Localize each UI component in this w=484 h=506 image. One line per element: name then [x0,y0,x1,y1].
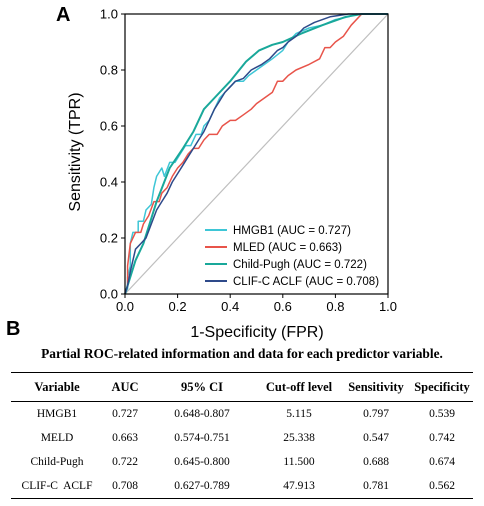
table-cell: 0.742 [429,432,455,444]
table-cell: 5.115 [286,408,312,420]
table-cell: 0.648-0.807 [174,408,230,420]
legend-label-3: CLIF-C ACLF (AUC = 0.708) [233,276,379,288]
panel-a-label: A [56,4,71,26]
table-cell: Child-Pugh [30,456,84,468]
y-tick-label: 0.2 [100,231,118,246]
table-cell: 0.674 [429,456,455,468]
legend-label-0: HMGB1 (AUC = 0.727) [233,225,351,237]
table-cell: 0.574-0.751 [174,432,230,444]
x-tick-label: 0.2 [169,299,187,314]
roc-curve-3 [124,13,388,295]
y-tick-label: 1.0 [100,7,118,22]
y-tick-label: 0.4 [100,175,118,190]
table-cell: 0.797 [363,408,389,420]
plot-area: 0.0 0.2 0.4 0.6 0.8 1.0 0.0 0.2 0.4 0.6 0.8 1.0 HMGB… [100,7,397,315]
header-cell: Cut-off level [257,372,341,402]
x-tick-label: 1.0 [379,299,397,314]
header-cell: Variable [11,372,103,402]
x-tick-label: 0.0 [116,299,134,314]
table-cell: HMGB1 [36,408,78,420]
table-cell: MELD [40,432,74,444]
table-header-row: Variable AUC 95% CI Cut-off level Sensit… [11,372,473,402]
x-tick-label: 0.8 [326,299,344,314]
header-cell: AUC [103,372,147,402]
table-cell: 47.913 [257,474,341,499]
table-cell: 0.708 [103,474,147,499]
table-cell: 0.562 [411,474,473,499]
table-cell: 0.727 [112,408,138,420]
table-title: Partial ROC-related information and data… [41,346,443,361]
table-cell: 0.781 [341,474,411,499]
y-tick-label: 0.6 [100,119,118,134]
roc-curve-2 [124,13,388,295]
legend-label-2: Child-Pugh (AUC = 0.722) [233,259,367,271]
table-cell: 25.338 [283,432,315,444]
x-tick-label: 0.4 [221,299,239,314]
table-cell: 0.547 [363,432,389,444]
table-cell: 0.688 [363,456,389,468]
table-cell: 0.663 [112,432,138,444]
legend-label-1: MLED (AUC = 0.663) [233,242,342,254]
plot-frame [124,13,389,295]
y-tick-label: 0.0 [100,287,118,302]
panel-b-label: B [6,318,21,340]
diagonal-reference-line [124,13,389,295]
x-axis-title: 1-Specificity (FPR) [190,324,323,341]
table-cell: 11.500 [283,456,315,468]
table-row: MELD 0.663 0.574-0.751 25.338 0.547 0.74… [11,426,473,450]
header-cell: Sensitivity [341,372,411,402]
table-cell: 0.645-0.800 [174,456,230,468]
table-cell: 0.539 [429,408,455,420]
header-cell: 95% CI [147,372,257,402]
roc-info-table: Variable AUC 95% CI Cut-off level Sensit… [11,372,473,499]
y-tick-label: 0.8 [100,63,118,78]
table-cell: CLIF-C ACLF [11,474,103,499]
x-tick-label: 0.6 [274,299,292,314]
table-cell: 0.722 [112,456,138,468]
header-cell: Specificity [411,372,473,402]
table-cell: 0.627-0.789 [147,474,257,499]
table-row: Child-Pugh 0.722 0.645-0.800 11.500 0.68… [11,450,473,474]
table-row: CLIF-C ACLF 0.708 0.627-0.789 47.913 0.7… [11,474,473,499]
y-axis-title: Sensitivity (TPR) [67,92,84,211]
roc-chart: 0.0 0.2 0.4 0.6 0.8 1.0 0.0 0.2 0.4 0.6 0.8 1.0 HMGB… [67,7,397,342]
table-row: HMGB1 0.727 0.648-0.807 5.115 0.797 0.53… [11,402,473,427]
roc-curve-1 [124,13,388,295]
